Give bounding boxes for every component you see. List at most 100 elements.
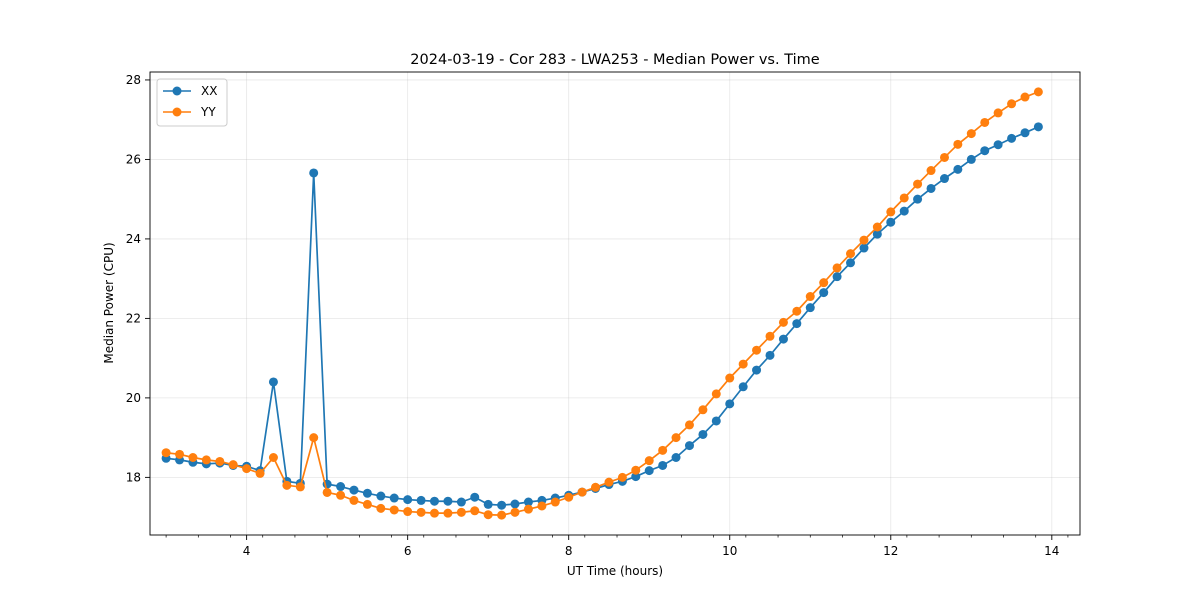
point-xx: [336, 482, 346, 492]
point-yy: [1007, 99, 1017, 109]
point-yy: [497, 510, 507, 520]
point-xx: [403, 495, 413, 505]
point-xx: [738, 382, 748, 392]
point-yy: [617, 472, 627, 482]
x-tick-label: 14: [1044, 544, 1059, 558]
point-xx: [456, 497, 466, 507]
point-yy: [899, 193, 909, 203]
point-yy: [913, 179, 923, 189]
point-yy: [242, 464, 252, 474]
point-xx: [658, 460, 668, 470]
point-xx: [483, 499, 493, 509]
point-yy: [523, 504, 533, 514]
point-xx: [497, 500, 507, 510]
y-tick-label: 28: [126, 73, 141, 87]
point-xx: [698, 429, 708, 439]
point-yy: [322, 487, 332, 497]
point-xx: [711, 416, 721, 426]
point-xx: [349, 485, 359, 495]
point-yy: [966, 129, 976, 139]
point-yy: [376, 503, 386, 513]
point-yy: [591, 482, 601, 492]
x-axis-label: UT Time (hours): [567, 564, 663, 578]
x-tick-label: 6: [404, 544, 412, 558]
point-xx: [899, 206, 909, 216]
point-xx: [953, 164, 963, 174]
point-xx: [792, 319, 802, 329]
point-yy: [443, 508, 453, 518]
point-xx: [1033, 122, 1043, 132]
legend-marker-xx: [172, 86, 182, 96]
point-yy: [792, 306, 802, 316]
plot-frame: [149, 71, 1081, 536]
point-yy: [872, 222, 882, 232]
point-yy: [389, 505, 399, 515]
point-xx: [309, 168, 319, 178]
point-xx: [1007, 133, 1017, 143]
point-xx: [523, 497, 533, 507]
point-yy: [201, 455, 211, 465]
point-yy: [631, 465, 641, 475]
point-yy: [483, 510, 493, 520]
point-yy: [403, 507, 413, 517]
point-xx: [819, 288, 829, 298]
y-tick-label: 24: [126, 232, 141, 246]
point-yy: [362, 499, 372, 509]
point-yy: [577, 487, 587, 497]
point-yy: [725, 373, 735, 383]
point-yy: [886, 207, 896, 217]
point-yy: [228, 460, 238, 470]
point-xx: [765, 350, 775, 360]
point-yy: [161, 448, 171, 458]
series-layer: [161, 87, 1043, 520]
point-yy: [993, 108, 1003, 118]
point-xx: [859, 243, 869, 253]
y-tick-label: 18: [126, 470, 141, 484]
x-tick-label: 12: [883, 544, 898, 558]
point-yy: [309, 433, 319, 443]
point-xx: [966, 154, 976, 164]
point-yy: [550, 497, 560, 507]
y-tick-label: 20: [126, 391, 141, 405]
point-xx: [993, 140, 1003, 150]
point-xx: [684, 441, 694, 451]
x-tick-label: 10: [722, 544, 737, 558]
point-xx: [752, 365, 762, 375]
point-yy: [671, 433, 681, 443]
point-xx: [362, 488, 372, 498]
x-tick-label: 4: [243, 544, 251, 558]
point-yy: [939, 152, 949, 162]
point-xx: [832, 272, 842, 282]
point-xx: [725, 399, 735, 409]
point-yy: [765, 331, 775, 341]
point-xx: [926, 183, 936, 193]
point-xx: [416, 495, 426, 505]
point-xx: [443, 496, 453, 506]
axis-ticks: 4 6 8 10 12 14 18 20 22 24 26 28: [126, 73, 1069, 558]
point-yy: [805, 292, 815, 302]
point-xx: [980, 146, 990, 156]
point-yy: [564, 492, 574, 502]
point-yy: [604, 477, 614, 487]
point-yy: [738, 359, 748, 369]
point-yy: [698, 405, 708, 415]
point-xx: [886, 217, 896, 227]
point-xx: [268, 377, 278, 387]
point-yy: [255, 468, 265, 478]
legend-marker-yy: [172, 107, 182, 117]
point-yy: [684, 420, 694, 430]
point-xx: [939, 174, 949, 184]
series-yy: [161, 87, 1043, 520]
point-yy: [926, 166, 936, 176]
point-yy: [295, 482, 305, 492]
point-yy: [778, 317, 788, 327]
point-yy: [846, 249, 856, 259]
y-axis-label: Median Power (CPU): [102, 242, 116, 363]
y-tick-label: 22: [126, 311, 141, 325]
point-yy: [349, 495, 359, 505]
legend-label-yy: YY: [200, 105, 216, 119]
point-xx: [510, 499, 520, 509]
point-xx: [376, 491, 386, 501]
legend-label-xx: XX: [201, 84, 217, 98]
point-xx: [846, 258, 856, 268]
